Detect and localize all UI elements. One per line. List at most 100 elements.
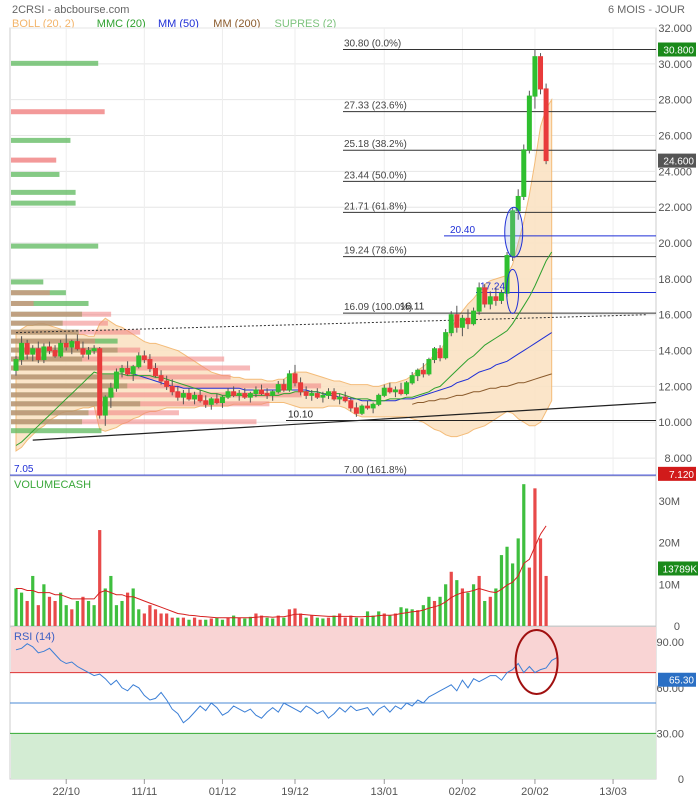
- volume-axis: 0 10M 20M 30M 13789K: [658, 496, 698, 633]
- candle-body: [409, 375, 415, 384]
- candle-body: [381, 387, 387, 396]
- volume-bar: [522, 484, 526, 626]
- candle-body: [471, 310, 477, 325]
- mm20-line: [15, 251, 553, 446]
- candle-body: [147, 359, 153, 369]
- legend-item-1: MMC (20): [97, 18, 146, 30]
- volume-profile-bar-buy: [11, 300, 89, 306]
- candle-body: [325, 391, 331, 396]
- volume-bar: [198, 619, 202, 626]
- volume-profile-bar-sell: [11, 320, 108, 326]
- rsi-tick-label: 90.00: [656, 637, 684, 649]
- volume-profile-bar-sell: [11, 290, 50, 296]
- volume-bar: [109, 575, 113, 626]
- low-price-badge-bg: [658, 466, 696, 481]
- candle-body: [521, 149, 527, 197]
- volume-bar: [14, 588, 18, 626]
- highlight-ellipse: [504, 206, 524, 258]
- volume-bar: [220, 619, 225, 626]
- volume-bar: [276, 615, 280, 626]
- rsi-line: [15, 628, 559, 724]
- candle-body: [247, 393, 253, 398]
- candlesticks: [13, 49, 549, 426]
- support-trendline: [32, 401, 657, 441]
- rsi-tick-label: 30.00: [656, 728, 684, 740]
- candle-body: [420, 369, 426, 375]
- volume-profile-bar-buy: [11, 171, 60, 177]
- volume-bar: [237, 617, 241, 626]
- candle-body: [426, 359, 432, 375]
- price-tick-label: 22.000: [658, 202, 692, 214]
- volume-bar: [527, 567, 531, 626]
- volume-tick-label: 30M: [659, 496, 680, 508]
- volume-bar: [365, 611, 370, 626]
- volume-bar: [159, 613, 163, 626]
- legend-item-3: MM (200): [213, 18, 260, 30]
- candle-body: [35, 348, 41, 361]
- candle-body: [208, 398, 214, 405]
- candle-body: [432, 348, 437, 361]
- volume-bar: [338, 613, 342, 626]
- rsi-highlight-circle: [514, 628, 559, 695]
- candle-body: [136, 355, 142, 368]
- price-tick-label: 16.000: [658, 310, 692, 322]
- legend-item-2: MM (50): [158, 18, 199, 30]
- volume-bar: [64, 605, 68, 626]
- candle-body: [526, 95, 532, 151]
- volume-bars: [14, 484, 548, 626]
- candle-body: [97, 348, 103, 416]
- last-price-badge-bg: [658, 153, 696, 168]
- volume-bar: [192, 617, 197, 626]
- candle-body: [415, 369, 421, 377]
- volume-bar: [393, 613, 398, 626]
- candle-body: [24, 342, 30, 355]
- rsi-tick-label: 0: [678, 774, 684, 786]
- candle-body: [398, 389, 404, 395]
- volume-panel-title: VOLUMECASH: [14, 479, 91, 491]
- volume-bar: [343, 617, 347, 626]
- candle-body: [69, 341, 75, 348]
- chart-period-label: 6 MOIS - JOUR: [608, 4, 685, 16]
- candle-body: [286, 373, 292, 391]
- candle-body: [253, 389, 259, 395]
- volume-bar: [81, 596, 85, 626]
- candle-body: [242, 393, 248, 398]
- candle-body: [448, 314, 454, 334]
- high-price-badge-bg: [658, 42, 696, 57]
- candle-body: [404, 382, 410, 395]
- candle-body: [532, 56, 538, 97]
- date-tick-label: 19/12: [281, 786, 309, 798]
- fib-level-label: 27.33 (23.6%): [344, 101, 407, 112]
- volume-profile-bar-sell: [11, 410, 179, 416]
- fib-level-label: 16.09 (100.0%): [344, 302, 412, 313]
- candle-body: [52, 350, 58, 357]
- rsi-zones: [10, 627, 656, 779]
- candle-body: [454, 314, 460, 328]
- candle-body: [498, 292, 504, 301]
- volume-bar: [271, 618, 275, 626]
- volume-bar: [86, 600, 91, 626]
- volume-profile-bar-buy: [11, 243, 99, 249]
- candle-body: [259, 389, 265, 395]
- price-tick-label: 32.000: [658, 23, 692, 35]
- candle-body: [510, 210, 516, 257]
- volume-profile-bar-sell: [11, 157, 57, 163]
- candle-body: [41, 346, 47, 361]
- volume-panel-frame: [9, 475, 657, 627]
- volume-bar: [505, 546, 509, 626]
- volume-bar: [92, 605, 96, 626]
- volume-bar: [371, 615, 375, 626]
- volume-profile-bar-buy: [11, 189, 76, 195]
- price-tick-label: 26.000: [658, 131, 692, 143]
- candle-body: [359, 405, 365, 414]
- volume-bar: [315, 617, 319, 626]
- volume-bar: [382, 613, 386, 626]
- candle-body: [180, 393, 186, 398]
- candle-body: [153, 367, 158, 377]
- candle-body: [46, 346, 52, 352]
- price-tick-label: 8.000: [664, 453, 692, 465]
- horizontal-level-label: 7.05: [14, 464, 34, 475]
- candle-body: [192, 394, 198, 400]
- price-tick-label: 18.000: [658, 274, 692, 286]
- candle-body: [236, 393, 242, 396]
